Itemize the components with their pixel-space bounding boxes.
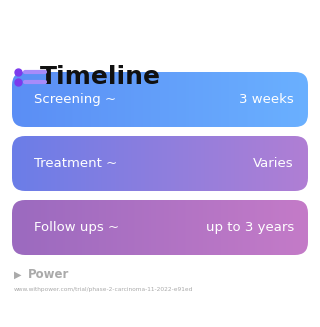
Text: up to 3 years: up to 3 years — [206, 221, 294, 234]
Text: Follow ups ~: Follow ups ~ — [34, 221, 119, 234]
Text: Treatment ~: Treatment ~ — [34, 157, 117, 170]
Text: Screening ~: Screening ~ — [34, 93, 116, 106]
Text: Timeline: Timeline — [40, 65, 161, 89]
Text: ▶: ▶ — [14, 270, 21, 280]
Text: www.withpower.com/trial/phase-2-carcinoma-11-2022-e91ed: www.withpower.com/trial/phase-2-carcinom… — [14, 286, 193, 291]
Text: Power: Power — [28, 268, 69, 282]
Text: Varies: Varies — [253, 157, 294, 170]
Text: 3 weeks: 3 weeks — [239, 93, 294, 106]
